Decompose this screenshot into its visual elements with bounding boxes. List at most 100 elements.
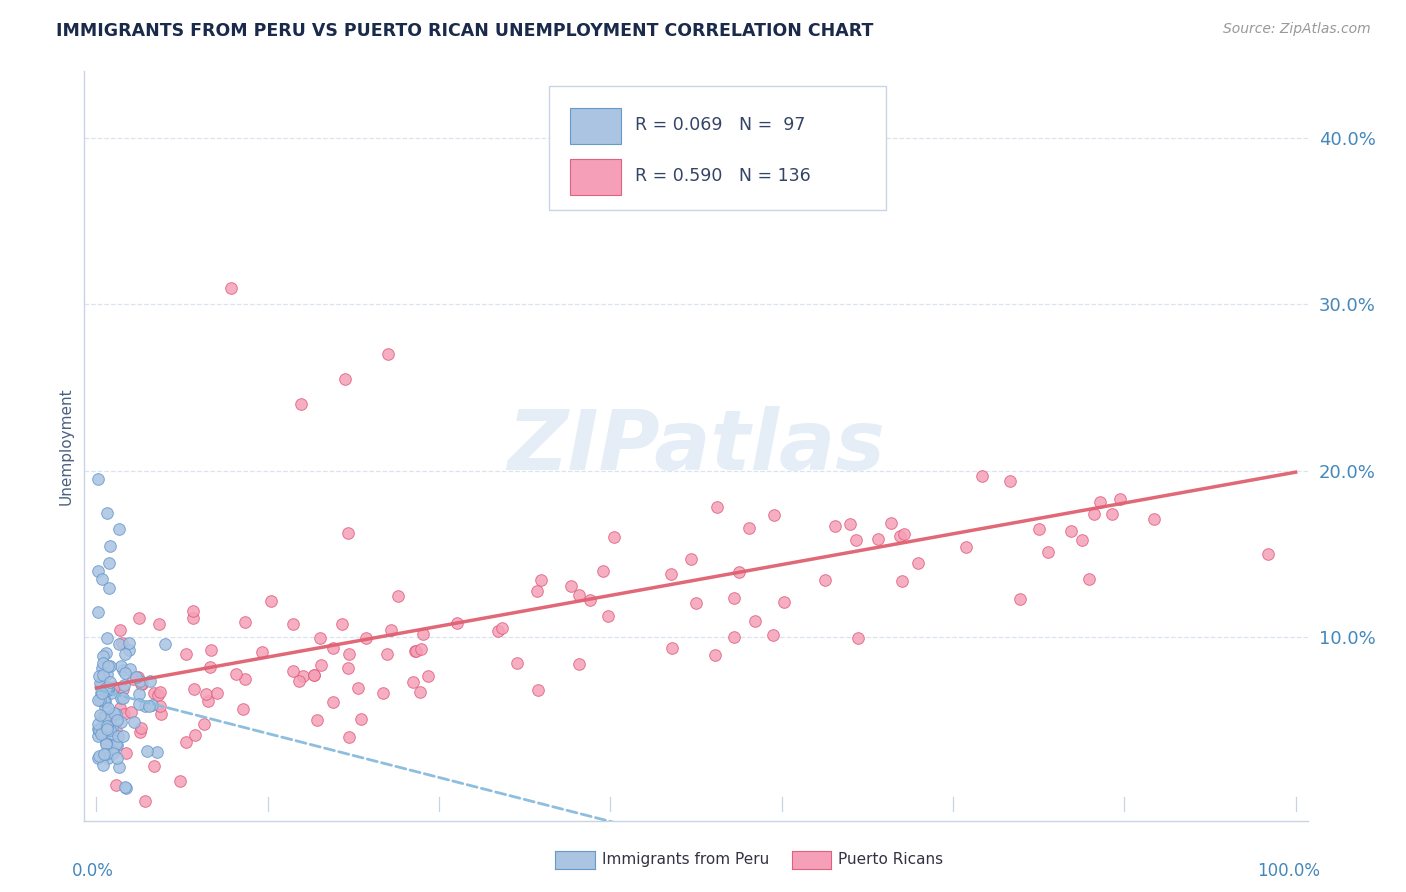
Point (100, 708, 122, 723)
Point (91, 648, 114, 663)
Point (290, 397, 312, 411)
Point (91, 686, 114, 700)
Point (174, 735, 197, 749)
Point (97, 659, 120, 673)
Point (86, 730, 108, 744)
Point (221, 281, 243, 295)
Point (1078, 573, 1101, 587)
Point (309, 657, 332, 672)
Point (100, 686, 122, 700)
Point (418, 668, 440, 682)
Point (111, 635, 134, 649)
Point (598, 609, 620, 624)
Point (184, 728, 207, 742)
Point (96, 631, 118, 645)
Point (1083, 507, 1105, 521)
Point (288, 674, 311, 689)
Point (193, 717, 215, 731)
Point (153, 637, 176, 651)
Point (148, 616, 170, 631)
Point (87, 748, 110, 763)
Point (93, 684, 115, 698)
Point (135, 744, 157, 758)
Text: Immigrants from Peru: Immigrants from Peru (602, 853, 769, 867)
Point (685, 596, 707, 610)
Point (1038, 545, 1060, 559)
Point (762, 628, 785, 642)
Point (112, 678, 135, 692)
Point (814, 573, 837, 587)
Point (98, 658, 121, 673)
Point (129, 721, 152, 735)
Point (350, 712, 373, 726)
Point (387, 589, 409, 603)
Point (233, 673, 256, 687)
Point (87, 723, 110, 738)
Text: 0.0%: 0.0% (72, 862, 114, 880)
Point (110, 690, 132, 705)
Text: R = 0.590   N = 136: R = 0.590 N = 136 (636, 167, 811, 185)
Point (87, 605, 110, 619)
Point (114, 780, 136, 794)
Point (1060, 524, 1083, 539)
Point (889, 529, 911, 543)
Point (592, 564, 614, 578)
Point (506, 657, 529, 671)
Point (1101, 507, 1123, 521)
Point (304, 668, 326, 682)
Point (87, 472, 110, 486)
Point (893, 526, 915, 541)
Point (703, 648, 725, 662)
Point (866, 532, 889, 546)
Point (93, 710, 115, 724)
Point (1090, 495, 1112, 509)
Point (347, 681, 370, 695)
Point (100, 720, 122, 734)
Point (181, 611, 204, 625)
Point (404, 644, 426, 658)
Point (108, 759, 131, 773)
Point (322, 695, 344, 709)
Point (1257, 547, 1279, 561)
Point (114, 647, 136, 661)
Point (142, 759, 165, 773)
Point (91, 758, 114, 772)
Point (89, 676, 111, 690)
Text: Puerto Ricans: Puerto Ricans (838, 853, 943, 867)
Point (120, 662, 142, 676)
Point (110, 714, 132, 729)
Point (128, 611, 150, 625)
Point (91, 572, 114, 586)
Point (110, 659, 132, 673)
Text: Source: ZipAtlas.com: Source: ZipAtlas.com (1223, 22, 1371, 37)
FancyBboxPatch shape (550, 87, 886, 210)
Point (108, 700, 131, 714)
Point (197, 693, 219, 707)
Point (91, 725, 114, 739)
Point (96, 681, 118, 695)
Point (773, 595, 796, 609)
Point (309, 632, 332, 646)
Point (405, 644, 427, 658)
Point (90, 686, 112, 700)
Point (90, 678, 112, 692)
Point (998, 475, 1021, 489)
Point (86, 564, 108, 578)
Point (93, 747, 115, 761)
Point (97, 556, 120, 570)
Point (336, 661, 359, 675)
Point (97, 737, 120, 751)
Point (907, 556, 929, 570)
Point (568, 657, 591, 672)
FancyBboxPatch shape (569, 159, 621, 195)
Point (104, 778, 127, 792)
Point (291, 668, 314, 682)
Point (149, 699, 172, 714)
Point (87, 668, 110, 682)
Point (169, 774, 191, 789)
Point (723, 630, 745, 644)
Point (661, 567, 683, 582)
Point (94, 646, 117, 660)
Text: 100.0%: 100.0% (1257, 862, 1320, 880)
Point (330, 616, 353, 631)
